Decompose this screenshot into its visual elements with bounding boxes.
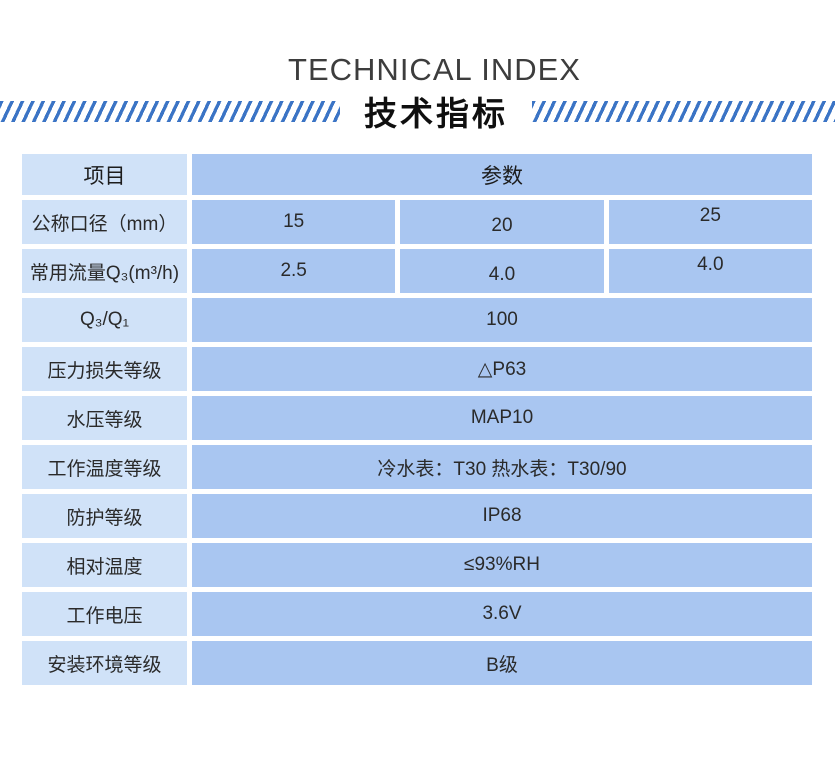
table-row-relative-humidity: 相对温度 ≤93%RH — [22, 543, 812, 587]
row-label-cell: 公称口径（mm） — [22, 200, 187, 244]
header-item-cell: 项目 — [22, 154, 187, 195]
table-row-pressure-loss: 压力损失等级 △P63 — [22, 347, 812, 391]
table-row-water-pressure: 水压等级 MAP10 — [22, 396, 812, 440]
row-label-cell: 工作温度等级 — [22, 445, 187, 489]
row-label-cell: 水压等级 — [22, 396, 187, 440]
value-text: 15 — [283, 211, 305, 232]
value-cell: 15 — [192, 200, 396, 244]
row-label-cell: 防护等级 — [22, 494, 187, 538]
title-band: 技术指标 — [0, 91, 835, 132]
table-row-protection-class: 防护等级 IP68 — [22, 494, 812, 538]
table-row-working-temperature: 工作温度等级 冷水表：T30 热水表：T30/90 — [22, 445, 812, 489]
value-text: 3.6V — [482, 603, 522, 624]
value-cell: △P63 — [192, 347, 812, 391]
value-cell: 25 — [608, 200, 812, 244]
value-text: 100 — [486, 309, 518, 330]
value-cell: ≤93%RH — [192, 543, 812, 587]
value-cell: IP68 — [192, 494, 812, 538]
value-cell: MAP10 — [192, 396, 812, 440]
value-text: B级 — [486, 654, 518, 676]
value-text: 冷水表：T30 热水表：T30/90 — [377, 458, 627, 480]
value-cell: 4.0 — [400, 249, 604, 293]
value-cell: 3.6V — [192, 592, 812, 636]
value-text: 2.5 — [280, 260, 307, 281]
table-row-nominal-diameter: 公称口径（mm） 15 20 25 — [22, 200, 812, 244]
header-params-cell: 参数 — [192, 154, 812, 195]
value-text: 25 — [699, 205, 721, 226]
page-title-zh: 技术指标 — [364, 95, 508, 132]
value-text: △P63 — [477, 358, 527, 380]
value-text: IP68 — [482, 505, 522, 526]
row-label-cell: 工作电压 — [22, 592, 187, 636]
diagonal-stripes-right-decoration — [532, 100, 835, 122]
table-row-installation-environment: 安装环境等级 B级 — [22, 641, 812, 685]
value-text: 4.0 — [697, 254, 724, 275]
table-row-q3-q1: Q₃/Q₁ 100 — [22, 298, 812, 342]
value-cell: B级 — [192, 641, 812, 685]
table-row-common-flow: 常用流量Q₃(m³/h) 2.5 4.0 4.0 — [22, 249, 812, 293]
value-text: MAP10 — [470, 407, 534, 428]
value-text: 20 — [491, 215, 513, 236]
spec-table: 项目 参数 公称口径（mm） 15 20 25 常用流量Q₃(m³/h) 2.5… — [22, 154, 812, 685]
row-label-cell: Q₃/Q₁ — [22, 298, 187, 342]
value-cell: 冷水表：T30 热水表：T30/90 — [192, 445, 812, 489]
value-cell: 100 — [192, 298, 812, 342]
value-cell: 2.5 — [192, 249, 396, 293]
value-cell: 20 — [400, 200, 604, 244]
diagonal-stripes-left-decoration — [0, 100, 340, 122]
row-label-cell: 压力损失等级 — [22, 347, 187, 391]
table-header-row: 项目 参数 — [22, 154, 812, 195]
table-row-working-voltage: 工作电压 3.6V — [22, 592, 812, 636]
row-label-cell: 相对温度 — [22, 543, 187, 587]
value-text: 4.0 — [488, 264, 516, 285]
row-label-cell: 常用流量Q₃(m³/h) — [22, 249, 187, 293]
value-text: ≤93%RH — [464, 554, 540, 575]
value-cell: 4.0 — [608, 249, 812, 293]
row-label-cell: 安装环境等级 — [22, 641, 187, 685]
page-title-en: TECHNICAL INDEX — [288, 52, 581, 87]
